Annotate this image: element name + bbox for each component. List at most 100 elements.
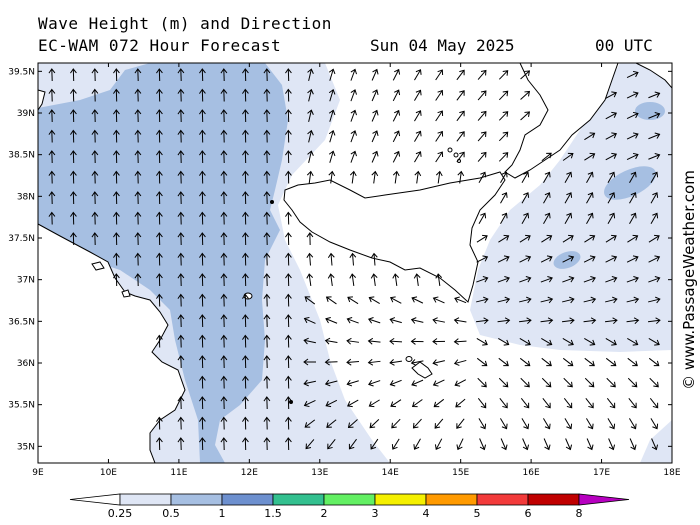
- wave-arrow: [541, 377, 552, 388]
- wave-arrow: [499, 418, 508, 430]
- lat-label: 37N: [17, 276, 35, 286]
- wave-arrow: [346, 379, 359, 387]
- wave-arrow: [263, 437, 271, 451]
- wave-arrow: [91, 109, 99, 123]
- wave-arrow: [220, 396, 228, 410]
- wave-arrow: [220, 355, 228, 369]
- wave-arrow: [367, 358, 381, 366]
- wave-arrow: [433, 398, 445, 408]
- wave-arrow: [540, 276, 553, 283]
- legend-label: 3: [372, 507, 379, 520]
- wave-arrow: [475, 317, 489, 325]
- wave-arrow: [476, 255, 489, 263]
- wave-arrow: [306, 170, 314, 184]
- wave-arrow: [134, 170, 142, 184]
- wave-arrow: [626, 132, 639, 140]
- wave-arrow: [542, 397, 551, 409]
- wave-arrow: [70, 170, 77, 184]
- wave-arrow: [649, 377, 659, 388]
- wave-arrow: [478, 418, 487, 430]
- legend-low-cap: [69, 493, 121, 506]
- wave-arrow: [389, 296, 402, 304]
- wave-arrow: [519, 338, 531, 346]
- wave-arrow: [586, 192, 594, 204]
- wave-arrow: [371, 68, 379, 81]
- wave-arrow: [113, 170, 120, 184]
- wave-arrow: [307, 88, 314, 102]
- wave-arrow: [177, 170, 185, 184]
- wave-arrow: [565, 438, 573, 451]
- wave-arrow: [349, 252, 357, 266]
- wave-arrow: [371, 89, 379, 102]
- wave-arrow: [392, 273, 400, 287]
- wave-arrow: [325, 296, 337, 305]
- wave-arrow: [177, 211, 185, 225]
- wave-arrow: [199, 396, 206, 410]
- wave-arrow: [48, 109, 56, 123]
- wave-arrow: [242, 355, 249, 369]
- wave-arrow: [199, 416, 206, 430]
- wave-arrow: [413, 438, 421, 450]
- wave-arrow: [628, 397, 637, 409]
- lon-label: 10E: [100, 468, 117, 478]
- wave-arrow: [412, 418, 422, 429]
- wave-arrow: [497, 276, 510, 283]
- lon-label: 11E: [170, 468, 187, 478]
- wave-arrow: [48, 129, 56, 143]
- wave-arrow: [371, 150, 379, 163]
- wave-arrow: [521, 171, 530, 183]
- wave-arrow: [177, 109, 185, 123]
- wave-arrow: [263, 232, 271, 246]
- wave-arrow: [478, 212, 487, 224]
- wave-arrow: [605, 357, 617, 367]
- wave-arrow: [583, 255, 596, 263]
- wave-arrow: [629, 438, 637, 451]
- legend-label: 4: [423, 507, 430, 520]
- land-tunisia: [38, 223, 186, 463]
- wave-arrow: [70, 150, 77, 164]
- wave-arrow: [134, 150, 142, 164]
- wave-arrow: [113, 211, 120, 225]
- wave-arrow: [607, 192, 616, 204]
- wave-arrow: [242, 416, 249, 430]
- wave-arrow: [307, 129, 314, 143]
- wave-arrow: [499, 397, 508, 409]
- wave-arrow: [586, 212, 594, 224]
- wave-arrow: [626, 255, 639, 263]
- wave-arrow: [453, 338, 467, 346]
- wave-arrow: [562, 255, 575, 263]
- land-sicily: [283, 171, 506, 303]
- wave-arrow: [432, 317, 445, 324]
- wave-arrow: [629, 192, 637, 204]
- wave-arrow: [328, 109, 336, 122]
- wave-arrow: [519, 296, 532, 304]
- wave-arrow: [498, 338, 510, 346]
- credit-text: © www.PassageWeather.com: [680, 170, 698, 390]
- wave-arrow: [304, 419, 316, 428]
- wave-arrow: [432, 296, 445, 304]
- wave-arrow: [263, 170, 271, 184]
- wave-arrow: [626, 296, 640, 304]
- wave-arrow: [199, 150, 206, 164]
- map-frame: [37, 62, 673, 464]
- wave-arrow: [367, 337, 381, 345]
- wave-arrow: [263, 109, 271, 123]
- wave-arrow: [285, 314, 292, 328]
- map-title: Wave Height (m) and Direction: [38, 14, 332, 33]
- lat-label: 37.5N: [8, 234, 35, 244]
- wave-arrow: [522, 438, 530, 451]
- wave-arrow: [199, 437, 206, 451]
- wave-arrow: [303, 358, 317, 366]
- wave-arrow: [242, 129, 249, 143]
- wave-arrow: [48, 211, 56, 225]
- wave-arrow: [583, 276, 596, 283]
- wave-arrow: [285, 437, 292, 451]
- wave-arrow: [349, 273, 357, 287]
- wave-arrow: [541, 357, 552, 367]
- legend-swatch: [476, 493, 529, 506]
- wave-arrow: [324, 337, 338, 345]
- wave-arrow: [435, 273, 443, 287]
- legend-swatch: [221, 493, 274, 506]
- wave-arrow: [220, 252, 228, 266]
- wave-arrow: [540, 296, 554, 304]
